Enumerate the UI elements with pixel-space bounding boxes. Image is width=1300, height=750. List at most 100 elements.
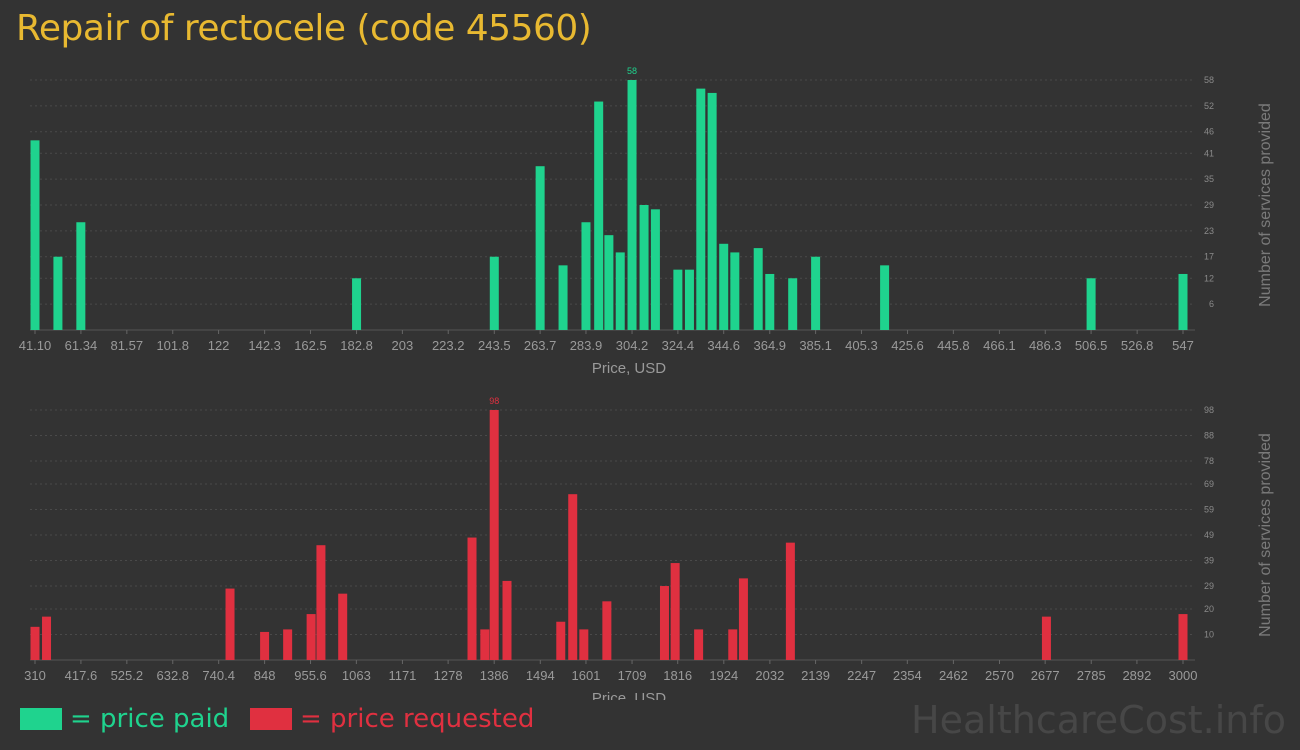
x-tick-label: 547: [1172, 338, 1194, 353]
page-title: Repair of rectocele (code 45560): [16, 8, 592, 49]
x-tick-label: 142.3: [248, 338, 281, 353]
y-axis-label: Number of services provided: [1257, 103, 1274, 307]
max-value-label: 58: [627, 66, 637, 76]
x-axis-label: Price, USD: [592, 690, 666, 700]
bar: [707, 92, 717, 331]
bar: [1178, 614, 1188, 660]
x-tick-label: 506.5: [1075, 338, 1108, 353]
x-tick-label: 122: [208, 338, 230, 353]
x-tick-label: 1063: [342, 668, 371, 683]
y-tick-label: 59: [1204, 504, 1214, 514]
x-tick-label: 2139: [801, 668, 830, 683]
bar: [659, 586, 669, 660]
x-tick-label: 1171: [388, 668, 416, 683]
x-tick-label: 310: [24, 668, 46, 683]
bar: [738, 578, 748, 660]
x-tick-label: 223.2: [432, 338, 465, 353]
bar: [260, 631, 270, 660]
bar: [556, 621, 566, 660]
x-tick-label: 3000: [1169, 668, 1198, 683]
x-tick-label: 486.3: [1029, 338, 1062, 353]
x-tick-label: 2247: [847, 668, 876, 683]
bar: [568, 494, 578, 660]
bar: [753, 248, 763, 330]
x-tick-label: 1494: [526, 668, 555, 683]
y-tick-label: 49: [1204, 530, 1214, 540]
x-tick-label: 632.8: [156, 668, 189, 683]
x-tick-label: 324.4: [662, 338, 695, 353]
bar: [627, 80, 637, 330]
bar: [719, 243, 729, 330]
y-tick-label: 35: [1204, 174, 1214, 184]
legend-label-paid: = price paid: [70, 704, 230, 734]
y-tick-label: 39: [1204, 556, 1214, 566]
x-tick-label: 1386: [480, 668, 509, 683]
bar: [489, 410, 499, 660]
y-tick-label: 52: [1204, 101, 1214, 111]
bar: [696, 88, 706, 330]
bar: [694, 629, 704, 660]
bar: [225, 588, 235, 660]
x-tick-label: 955.6: [294, 668, 327, 683]
y-tick-label: 41: [1204, 148, 1214, 158]
x-tick-label: 1816: [663, 668, 692, 683]
bar: [602, 601, 612, 660]
bar: [684, 269, 694, 330]
bar: [811, 256, 821, 330]
x-tick-label: 2785: [1077, 668, 1106, 683]
x-tick-label: 2354: [893, 668, 922, 683]
x-tick-label: 2892: [1122, 668, 1151, 683]
bar: [53, 256, 63, 330]
legend-price-requested: = price requested: [250, 704, 534, 734]
x-tick-label: 2032: [755, 668, 784, 683]
y-tick-label: 58: [1204, 75, 1214, 85]
bar: [42, 616, 52, 660]
bar: [502, 580, 512, 660]
x-tick-label: 740.4: [202, 668, 235, 683]
x-tick-label: 304.2: [616, 338, 649, 353]
x-tick-label: 344.6: [707, 338, 740, 353]
bar: [535, 166, 545, 330]
y-tick-label: 17: [1204, 252, 1214, 262]
bar: [650, 209, 660, 330]
bar: [581, 222, 591, 330]
x-tick-label: 41.10: [19, 338, 52, 353]
y-tick-label: 78: [1204, 456, 1214, 466]
x-tick-label: 385.1: [799, 338, 832, 353]
x-tick-label: 243.5: [478, 338, 511, 353]
bar: [30, 626, 40, 660]
x-tick-label: 2677: [1031, 668, 1060, 683]
x-tick-label: 1924: [709, 668, 738, 683]
bar: [480, 629, 490, 660]
legend-label-requested: = price requested: [300, 704, 535, 734]
x-tick-label: 283.9: [570, 338, 603, 353]
x-tick-label: 525.2: [111, 668, 144, 683]
y-tick-label: 29: [1204, 581, 1214, 591]
bar: [639, 205, 649, 330]
x-tick-label: 263.7: [524, 338, 557, 353]
bar: [785, 542, 795, 660]
bar: [1041, 616, 1051, 660]
y-axis-label: Number of services provided: [1257, 433, 1274, 637]
bar: [728, 629, 738, 660]
bar: [306, 614, 316, 660]
x-tick-label: 203: [392, 338, 414, 353]
bar: [558, 265, 568, 330]
bar: [1086, 278, 1096, 330]
x-tick-label: 101.8: [156, 338, 189, 353]
y-tick-label: 23: [1204, 226, 1214, 236]
bar: [283, 629, 293, 660]
y-tick-label: 46: [1204, 127, 1214, 137]
x-tick-label: 162.5: [294, 338, 327, 353]
x-tick-label: 364.9: [754, 338, 787, 353]
bar: [579, 629, 589, 660]
x-tick-label: 466.1: [983, 338, 1016, 353]
bar: [338, 593, 348, 660]
y-tick-label: 10: [1204, 629, 1214, 639]
x-tick-label: 2462: [939, 668, 968, 683]
x-tick-label: 526.8: [1121, 338, 1154, 353]
x-tick-label: 1601: [571, 668, 600, 683]
bar: [788, 278, 798, 330]
bar: [604, 235, 614, 330]
x-axis-label: Price, USD: [592, 360, 666, 377]
